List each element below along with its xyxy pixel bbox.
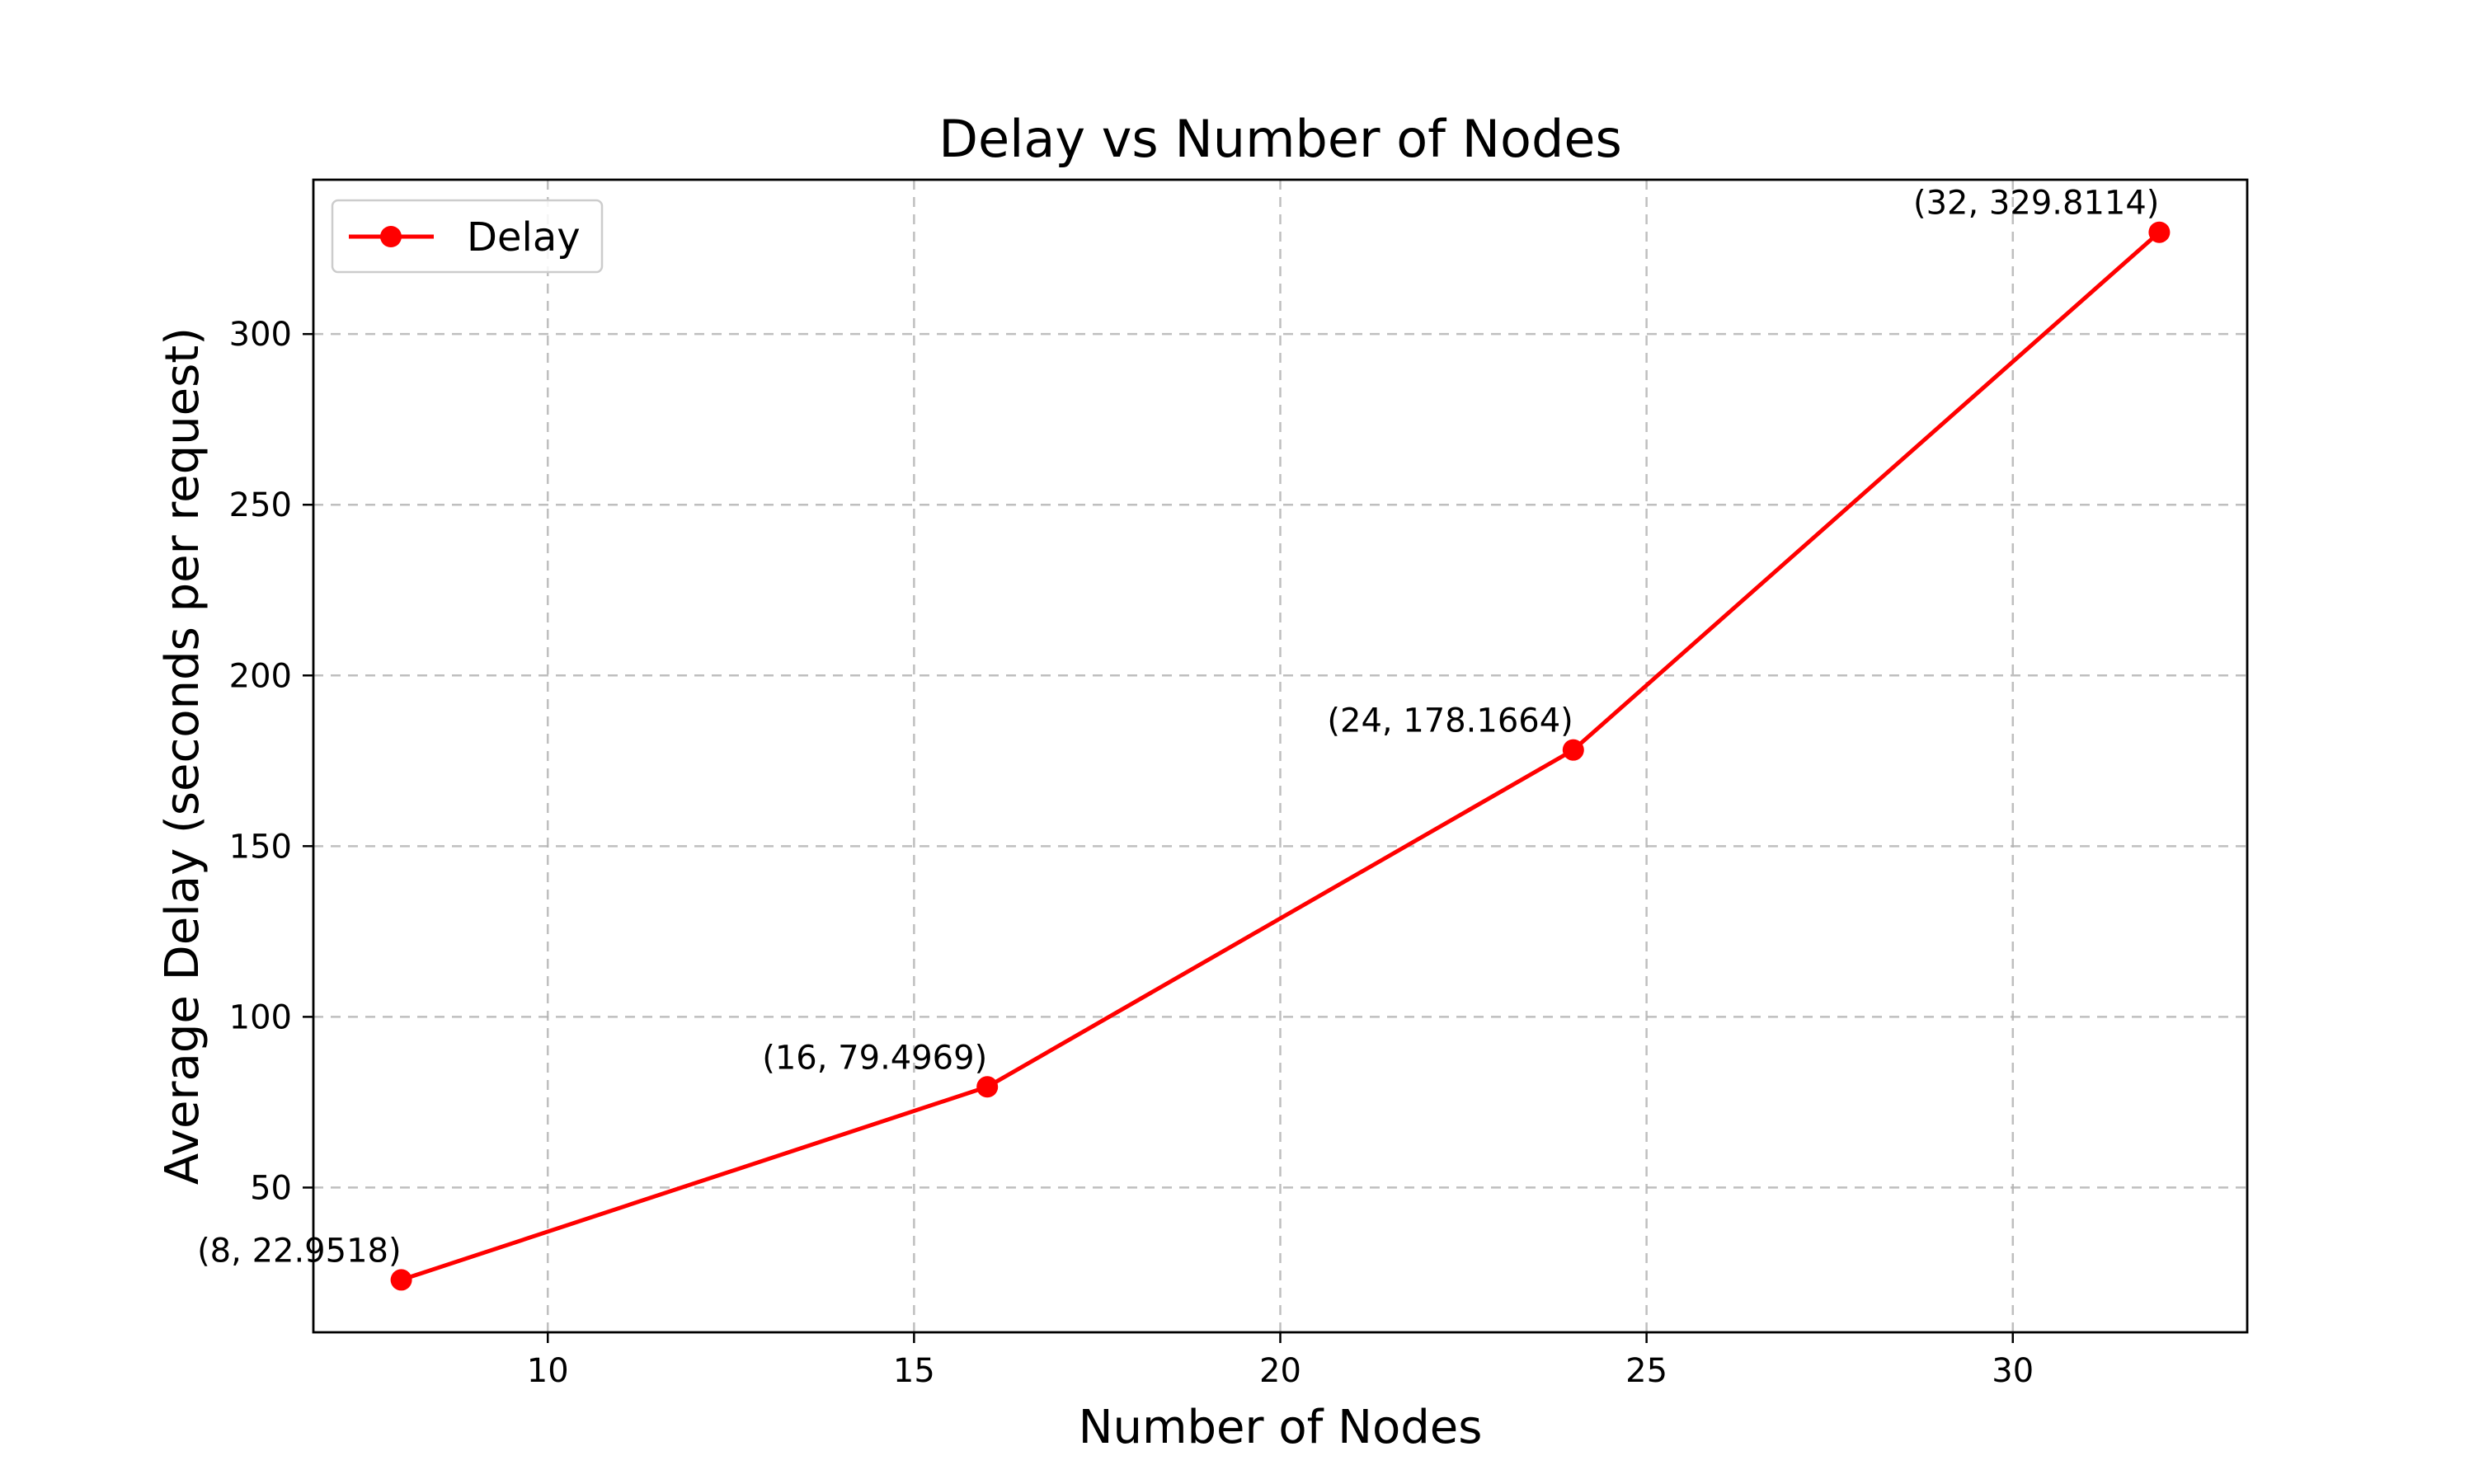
data-point-marker (1562, 739, 1584, 761)
series-delay (390, 221, 2171, 1291)
y-tick-label: 100 (229, 998, 292, 1036)
data-point-label: (24, 178.1664) (1327, 702, 1573, 740)
y-tick-label: 250 (229, 486, 292, 524)
y-tick-label: 150 (229, 828, 292, 866)
x-tick-label: 25 (1625, 1352, 1667, 1390)
y-tick-label: 200 (229, 657, 292, 695)
legend-marker-swatch (380, 226, 402, 247)
data-point-marker (2148, 221, 2171, 243)
legend-label-delay: Delay (467, 214, 581, 261)
legend-box (331, 199, 604, 274)
x-tick-label: 10 (527, 1352, 569, 1390)
y-tick-label: 50 (250, 1169, 292, 1207)
axis-ticks: 10 15 20 25 30 50 100 150 200 250 300 (229, 316, 2034, 1390)
data-point-label: (32, 329.8114) (1913, 185, 2159, 223)
plot-area-frame (312, 178, 2249, 1334)
x-tick-label: 30 (1992, 1352, 2034, 1390)
data-point-label: (16, 79.4969) (762, 1039, 987, 1077)
data-labels: (8, 22.9518) (16, 79.4969) (24, 178.1664) (… (197, 185, 2159, 1270)
series-line-delay (400, 230, 2161, 1282)
chart-title: Delay vs Number of Nodes (938, 109, 1622, 169)
x-tick-label: 20 (1259, 1352, 1301, 1390)
data-point-marker (976, 1076, 999, 1098)
data-point-label: (8, 22.9518) (197, 1232, 402, 1270)
grid-lines (313, 180, 2247, 1332)
data-point-marker (390, 1269, 412, 1291)
y-tick-label: 300 (229, 316, 292, 354)
legend: Delay (331, 199, 604, 274)
y-axis-label: Average Delay (seconds per request) (156, 327, 209, 1185)
x-axis-label: Number of Nodes (1079, 1401, 1483, 1454)
x-tick-label: 15 (893, 1352, 935, 1390)
